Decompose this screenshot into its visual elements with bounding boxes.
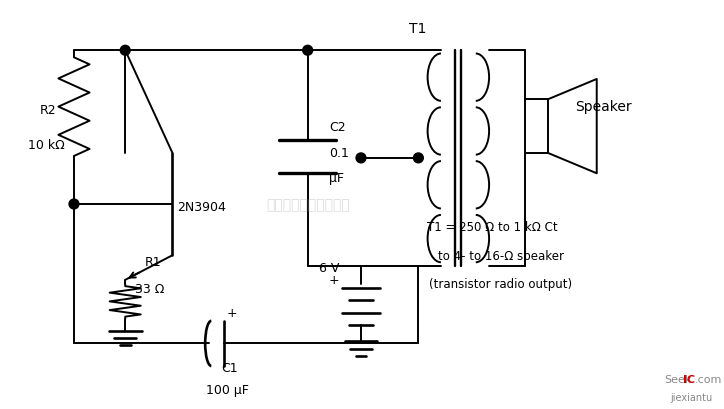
Circle shape (413, 153, 424, 163)
Text: IC: IC (683, 375, 695, 384)
Text: 2N3904: 2N3904 (177, 200, 227, 213)
Circle shape (303, 46, 313, 56)
Text: .com: .com (695, 375, 723, 384)
Text: C2: C2 (329, 120, 346, 133)
Circle shape (356, 153, 366, 163)
Text: 0.1: 0.1 (329, 147, 349, 160)
Text: Speaker: Speaker (576, 99, 632, 113)
Text: 100 μF: 100 μF (206, 383, 248, 396)
Text: C1: C1 (221, 362, 237, 375)
Text: 33 Ω: 33 Ω (135, 282, 164, 295)
Text: jiexiantu: jiexiantu (670, 392, 712, 402)
Text: 6 V: 6 V (319, 261, 339, 274)
Text: (transistor radio output): (transistor radio output) (429, 278, 573, 291)
Circle shape (69, 200, 79, 209)
Text: 10 kΩ: 10 kΩ (28, 139, 64, 152)
Text: R2: R2 (40, 104, 56, 117)
Text: to 4- to 16-Ω speaker: to 4- to 16-Ω speaker (438, 249, 564, 262)
Text: 杭州将睿科技有限公司: 杭州将睿科技有限公司 (266, 198, 350, 211)
Text: +: + (329, 274, 340, 287)
Bar (525, 100, 547, 153)
Text: T1 = 250 Ω to 1 kΩ Ct: T1 = 250 Ω to 1 kΩ Ct (427, 220, 557, 234)
Circle shape (120, 46, 130, 56)
Text: R1: R1 (145, 255, 161, 268)
Text: μF: μF (329, 171, 345, 184)
Text: Seek: Seek (665, 375, 691, 384)
Text: +: + (227, 306, 237, 319)
Text: T1: T1 (409, 22, 426, 36)
